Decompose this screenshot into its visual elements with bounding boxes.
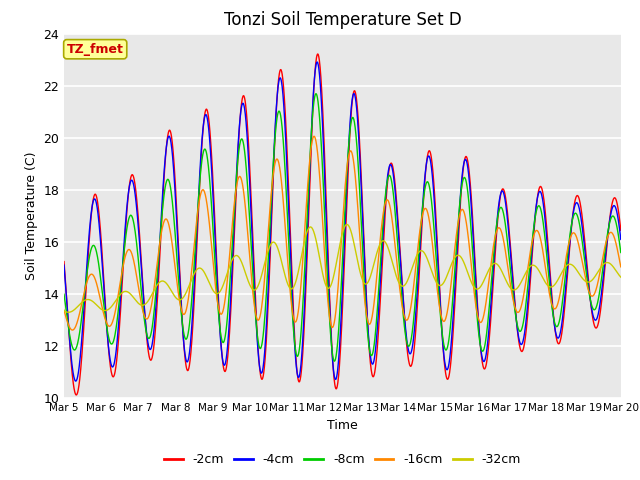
-32cm — [505, 283, 513, 288]
Line: -32cm: -32cm — [64, 225, 621, 312]
-4cm — [371, 351, 379, 357]
-8cm — [371, 335, 379, 340]
-4cm — [72, 378, 79, 384]
-32cm — [359, 278, 367, 284]
-4cm — [216, 322, 223, 328]
-2cm — [371, 368, 379, 373]
-2cm — [72, 392, 80, 398]
X-axis label: Time: Time — [327, 419, 358, 432]
-32cm — [568, 262, 576, 268]
Y-axis label: Soil Temperature (C): Soil Temperature (C) — [25, 152, 38, 280]
-32cm — [617, 274, 625, 280]
-8cm — [505, 250, 513, 255]
Line: -4cm: -4cm — [64, 62, 621, 381]
-2cm — [60, 259, 68, 264]
-4cm — [60, 262, 68, 268]
-16cm — [505, 270, 513, 276]
Text: TZ_fmet: TZ_fmet — [67, 43, 124, 56]
-8cm — [60, 291, 68, 297]
-8cm — [568, 219, 576, 225]
Line: -8cm: -8cm — [64, 94, 621, 361]
Title: Tonzi Soil Temperature Set D: Tonzi Soil Temperature Set D — [223, 11, 461, 29]
-4cm — [617, 237, 625, 242]
-16cm — [216, 309, 223, 314]
-32cm — [371, 257, 379, 263]
Line: -16cm: -16cm — [64, 136, 621, 330]
Line: -2cm: -2cm — [64, 54, 621, 395]
-32cm — [60, 308, 68, 314]
-16cm — [68, 327, 76, 333]
-16cm — [584, 284, 591, 290]
-32cm — [65, 310, 72, 315]
-16cm — [617, 264, 625, 270]
-2cm — [617, 228, 625, 233]
-8cm — [331, 358, 339, 364]
-32cm — [343, 222, 351, 228]
-32cm — [584, 279, 591, 285]
-16cm — [310, 133, 318, 139]
-8cm — [359, 252, 367, 258]
-8cm — [312, 91, 320, 96]
-2cm — [359, 213, 367, 219]
-16cm — [359, 276, 367, 282]
-2cm — [505, 222, 513, 228]
-8cm — [584, 279, 591, 285]
-32cm — [216, 289, 223, 295]
-16cm — [60, 307, 68, 313]
-2cm — [216, 316, 223, 322]
-4cm — [359, 223, 367, 228]
-4cm — [584, 273, 591, 279]
-2cm — [314, 51, 322, 57]
-16cm — [371, 291, 379, 297]
-8cm — [216, 319, 223, 324]
-4cm — [505, 228, 513, 234]
-8cm — [617, 250, 625, 255]
-4cm — [314, 59, 321, 65]
-4cm — [568, 218, 576, 224]
-2cm — [584, 268, 591, 274]
-16cm — [568, 231, 576, 237]
Legend: -2cm, -4cm, -8cm, -16cm, -32cm: -2cm, -4cm, -8cm, -16cm, -32cm — [159, 448, 526, 471]
-2cm — [568, 219, 576, 225]
